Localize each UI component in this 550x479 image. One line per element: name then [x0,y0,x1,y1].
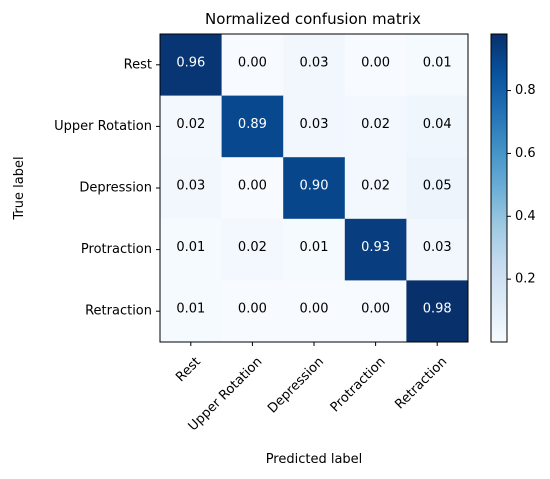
heatmap-cell [221,157,284,220]
heatmap-cell [283,280,346,343]
cell-value-label: 0.00 [361,302,390,317]
heatmap-cells [160,34,469,343]
y-tick-label: Protraction [81,242,152,257]
cell-value-label: 0.02 [361,117,390,132]
colorbar-tick-label: 0.4 [515,209,536,224]
heatmap-cell [344,95,407,158]
heatmap-cell [283,157,346,220]
cell-value-label: 0.90 [300,179,329,194]
cell-value-label: 0.01 [176,302,205,317]
cell-value-label: 0.00 [238,55,267,70]
x-tick-label: Retraction [392,354,450,412]
heatmap-cell [221,34,284,97]
y-tick-label: Retraction [85,304,152,319]
x-tick-label: Depression [265,354,327,416]
cell-value-label: 0.03 [423,240,452,255]
cell-value-label: 0.05 [423,179,452,194]
cell-value-label: 0.00 [238,179,267,194]
cell-value-label: 0.96 [176,55,205,70]
y-axis-ticks: Rest Upper Rotation Depression Protraction R… [54,57,160,319]
heatmap-cell-labels: 0.96 0.00 0.03 0.00 0.01 0.02 0.89 0.03 0.02 0.04… [176,55,451,316]
x-tick-label: Rest [173,354,204,385]
heatmap-cell [283,34,346,97]
heatmap-cell [344,34,407,97]
cell-value-label: 0.04 [423,117,452,132]
cell-value-label: 0.01 [423,55,452,70]
cell-value-label: 0.01 [176,240,205,255]
cell-value-label: 0.03 [176,179,205,194]
cell-value-label: 0.00 [300,302,329,317]
cell-value-label: 0.00 [361,55,390,70]
x-tick-label: Protraction [328,354,389,415]
heatmap-cell [406,157,469,220]
heatmap-cell [160,218,223,281]
heatmap-cell [283,218,346,281]
y-tick-label: Depression [79,181,152,196]
y-tick-label: Rest [124,57,152,72]
colorbar-tick-label: 0.2 [515,272,536,287]
chart-title: Normalized confusion matrix [205,10,421,28]
heatmap-cell [344,157,407,220]
heatmap-cell [221,95,284,158]
heatmap-cell [406,218,469,281]
colorbar-tick-label: 0.6 [515,146,536,161]
heatmap-cell [283,95,346,158]
cell-value-label: 0.03 [300,55,329,70]
cell-value-label: 0.01 [300,240,329,255]
cell-value-label: 0.03 [300,117,329,132]
heatmap-cell [344,218,407,281]
x-axis-label: Predicted label [266,452,363,467]
cell-value-label: 0.02 [361,179,390,194]
cell-value-label: 0.98 [423,302,452,317]
colorbar [490,33,508,343]
heatmap-cell [221,218,284,281]
colorbar-tick-label: 0.8 [515,83,536,98]
cell-value-label: 0.89 [238,117,267,132]
colorbar-ticks: 0.2 0.4 0.6 0.8 [507,83,536,287]
heatmap-cell [344,280,407,343]
heatmap-cell [160,95,223,158]
cell-value-label: 0.02 [176,117,205,132]
cell-value-label: 0.00 [238,302,267,317]
heatmap-cell [160,280,223,343]
heatmap-cell [160,157,223,220]
cell-value-label: 0.02 [238,240,267,255]
y-tick-label: Upper Rotation [54,119,152,134]
cell-value-label: 0.93 [361,240,390,255]
heatmap-cell [406,34,469,97]
heatmap-cell [406,280,469,343]
heatmap-cell [406,95,469,158]
y-axis-label: True label [12,156,27,220]
heatmap-cell [160,34,223,97]
heatmap-cell [221,280,284,343]
